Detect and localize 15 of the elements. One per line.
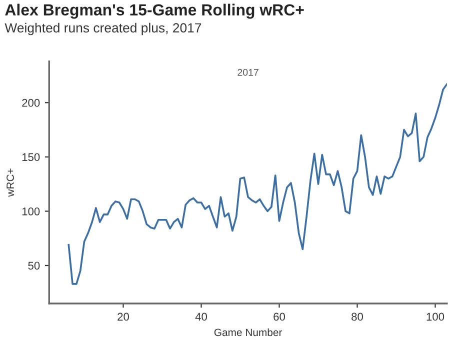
chart-title: Alex Bregman's 15-Game Rolling wRC+ bbox=[5, 4, 304, 19]
annotation: 2017 bbox=[238, 68, 258, 76]
y-tick-label: 200 bbox=[22, 98, 40, 107]
x-tick-label: 60 bbox=[274, 312, 285, 321]
y-tick-label: 150 bbox=[22, 153, 40, 162]
y-axis-title: wRC+ bbox=[6, 168, 14, 197]
x-tick-label: 80 bbox=[352, 312, 363, 321]
y-tick-label: 100 bbox=[22, 207, 40, 216]
chart-subtitle: Weighted runs created plus, 2017 bbox=[4, 22, 202, 36]
x-tick-label: 40 bbox=[195, 312, 207, 321]
x-tick-label: 20 bbox=[118, 312, 129, 321]
y-tick-label: 50 bbox=[28, 262, 40, 270]
line-series bbox=[68, 83, 447, 285]
x-axis-title: Game Number bbox=[214, 328, 282, 336]
x-tick-label: 100 bbox=[426, 312, 444, 321]
